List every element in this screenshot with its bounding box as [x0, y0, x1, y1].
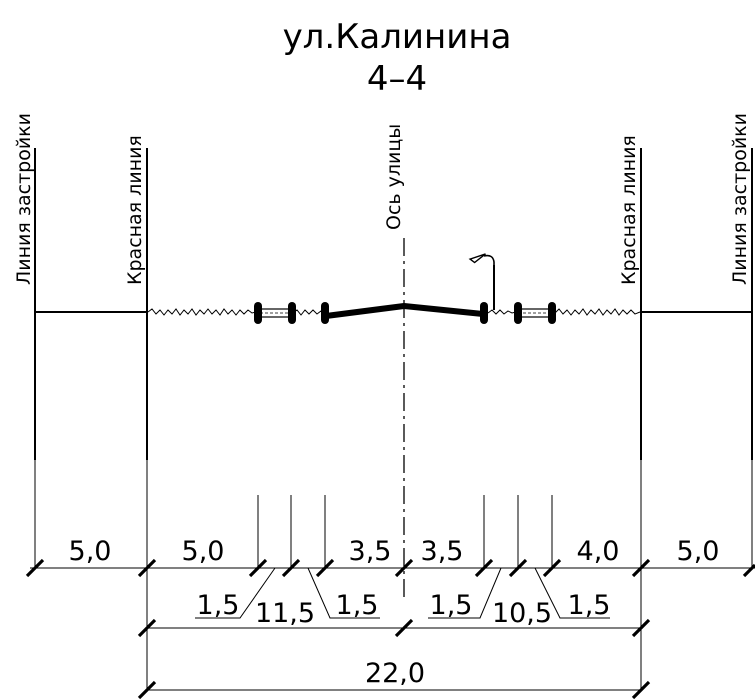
- dimension-ticks: [25, 558, 755, 699]
- building-line-left-label: Линия застройки: [13, 113, 35, 285]
- curb: [480, 302, 488, 324]
- lawn-middle-right: [487, 309, 517, 315]
- section-number: 4–4: [367, 59, 427, 99]
- dim-left-setback: 5,0: [69, 536, 112, 567]
- dim-red-lines-total: 22,0: [365, 658, 425, 689]
- dim-right-strip-1: 1,5: [430, 590, 473, 621]
- dim-right-half-total: 10,5: [492, 598, 552, 629]
- dim-right-sidewalk: 4,0: [577, 536, 620, 567]
- lawn-middle-left: [292, 309, 326, 316]
- dim-left-half-total: 11,5: [255, 598, 315, 629]
- curb: [288, 302, 296, 324]
- street-axis-label: Ось улицы: [383, 124, 405, 230]
- curb: [254, 302, 262, 324]
- carriageway: [325, 303, 484, 319]
- red-line-left-label: Красная линия: [124, 135, 146, 285]
- dimension-lines: [30, 567, 755, 691]
- curb: [548, 302, 556, 324]
- lawn-right: [554, 308, 641, 316]
- lawn-left: [147, 308, 257, 316]
- curb: [514, 302, 522, 324]
- red-line-right-label: Красная линия: [618, 135, 640, 285]
- street-lamp: [468, 253, 495, 310]
- dim-left-strip-1: 1,5: [197, 590, 240, 621]
- dim-right-carriageway: 3,5: [421, 536, 464, 567]
- extension-lines: [34, 460, 753, 690]
- street-name-title: ул.Калинина: [283, 17, 512, 57]
- dim-right-strip-2: 1,5: [568, 590, 611, 621]
- dim-left-sidewalk: 5,0: [182, 536, 225, 567]
- building-line-right-label: Линия застройки: [729, 113, 751, 285]
- dim-right-setback: 5,0: [677, 536, 720, 567]
- dim-left-carriageway: 3,5: [349, 536, 392, 567]
- leader-lines: [195, 567, 610, 619]
- dim-left-strip-2: 1,5: [336, 590, 379, 621]
